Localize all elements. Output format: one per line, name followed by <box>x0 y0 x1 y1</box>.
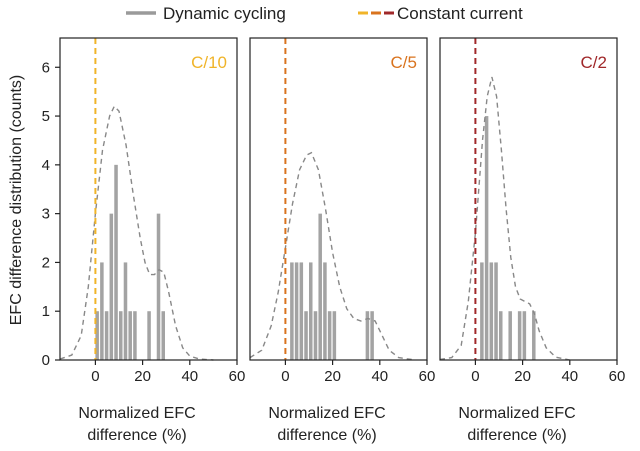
histogram-bar <box>365 311 370 360</box>
x-tick-label: 0 <box>281 368 289 385</box>
x-axis-title-line-2: difference (%) <box>277 427 376 444</box>
x-tick-label: 60 <box>229 368 246 385</box>
histogram-bar <box>147 311 151 360</box>
y-tick-label: 1 <box>42 303 50 320</box>
histogram-bar <box>323 262 327 360</box>
panel-label: C/2 <box>581 53 607 72</box>
legend-label-dynamic-cycling: Dynamic cycling <box>163 4 286 23</box>
histogram-bar <box>494 262 498 360</box>
x-axis-title-line-1: Normalized EFC <box>78 405 195 422</box>
histogram-bar <box>309 262 313 360</box>
histogram-bar <box>332 311 337 360</box>
histogram-bar <box>304 311 308 360</box>
histogram-bar <box>508 311 512 360</box>
y-tick-label: 2 <box>42 254 50 271</box>
histogram-bar <box>313 311 318 360</box>
histogram-bar <box>109 213 114 360</box>
x-axis-title-line-1: Normalized EFC <box>458 405 575 422</box>
histogram-bar <box>318 213 322 360</box>
histogram-bar <box>294 262 299 360</box>
y-tick-label: 5 <box>42 108 50 125</box>
histogram-bar <box>161 311 165 360</box>
histogram-bar <box>489 262 494 360</box>
density-curve <box>249 151 416 361</box>
panel-c5: C/5 0 20 40 60 <box>249 37 436 385</box>
x-axis-title-panel-3: Normalized EFC difference (%) <box>458 405 575 444</box>
histogram-bar <box>532 311 536 360</box>
x-axis-title-panel-1: Normalized EFC difference (%) <box>78 405 195 444</box>
histogram-bar <box>128 311 132 360</box>
panel-label: C/10 <box>191 53 227 72</box>
x-axis-title-line-2: difference (%) <box>467 427 566 444</box>
histogram-bar <box>522 311 527 360</box>
x-axis-title-panel-2: Normalized EFC difference (%) <box>268 405 385 444</box>
x-tick-label: 20 <box>134 368 151 385</box>
histogram-bar <box>499 311 503 360</box>
x-tick-label: 60 <box>609 368 626 385</box>
y-axis-title: EFC difference distribution (counts) <box>8 75 25 325</box>
x-tick-label: 40 <box>181 368 198 385</box>
histogram-bar <box>95 311 99 360</box>
legend-label-constant-current: Constant current <box>397 4 523 23</box>
x-tick-label: 40 <box>561 368 578 385</box>
x-tick-label: 40 <box>371 368 388 385</box>
histogram-bar <box>123 262 128 360</box>
histogram-bar <box>484 116 489 360</box>
y-tick-label: 0 <box>42 352 50 369</box>
histogram-bar <box>480 262 484 360</box>
plot-frame <box>249 37 428 361</box>
histogram-bar <box>100 262 104 360</box>
plot-frame <box>59 37 238 361</box>
panel-c10: C/10 0 20 40 60 0 1 2 3 4 5 6 <box>42 37 246 385</box>
histogram-bar <box>114 164 118 360</box>
x-tick-label: 0 <box>471 368 479 385</box>
histogram-bar <box>327 311 332 360</box>
panel-label: C/5 <box>391 53 417 72</box>
histogram-bar <box>133 311 137 360</box>
plot-frame <box>439 37 618 361</box>
y-tick-label: 6 <box>42 59 50 76</box>
x-tick-label: 20 <box>514 368 531 385</box>
y-tick-label: 3 <box>42 206 50 223</box>
x-tick-label: 0 <box>91 368 99 385</box>
x-axis-title-line-2: difference (%) <box>87 427 186 444</box>
x-tick-label: 60 <box>419 368 436 385</box>
histogram-bar <box>156 213 161 360</box>
panel-c2: C/2 0 20 40 60 <box>439 37 626 385</box>
y-tick-label: 4 <box>42 157 50 174</box>
x-axis-title-line-1: Normalized EFC <box>268 405 385 422</box>
x-tick-label: 20 <box>324 368 341 385</box>
histogram-bar <box>290 262 294 360</box>
density-curve <box>59 105 214 361</box>
histogram-bar <box>370 311 374 360</box>
histogram-bar <box>104 311 109 360</box>
legend: Dynamic cycling Constant current <box>126 4 523 23</box>
density-curve <box>439 76 570 361</box>
histogram-bar <box>119 311 123 360</box>
histogram-bar <box>299 262 304 360</box>
histogram-bar <box>517 311 522 360</box>
